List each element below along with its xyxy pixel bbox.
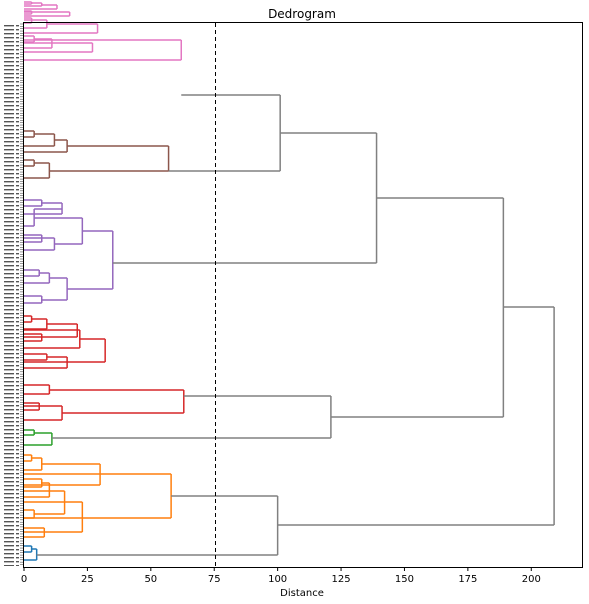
leaf-labels xyxy=(4,24,19,566)
x-axis: 0 25 50 75 100 125 150 175 200 xyxy=(21,567,541,585)
x-tick-label: 75 xyxy=(208,574,221,585)
x-tick-label: 150 xyxy=(395,574,414,585)
x-tick-label: 100 xyxy=(268,574,287,585)
x-tick-label: 125 xyxy=(331,574,350,585)
x-axis-label: Distance xyxy=(280,588,324,599)
plot-frame xyxy=(23,22,583,568)
x-tick-label: 50 xyxy=(144,574,157,585)
chart-title: Dedrogram xyxy=(268,7,336,21)
x-tick-label: 25 xyxy=(81,574,94,585)
x-tick-label: 0 xyxy=(21,574,27,585)
x-tick-label: 200 xyxy=(522,574,541,585)
dendrogram-links xyxy=(24,1,555,561)
leaf-label-area xyxy=(4,23,24,566)
x-tick-label: 175 xyxy=(458,574,477,585)
